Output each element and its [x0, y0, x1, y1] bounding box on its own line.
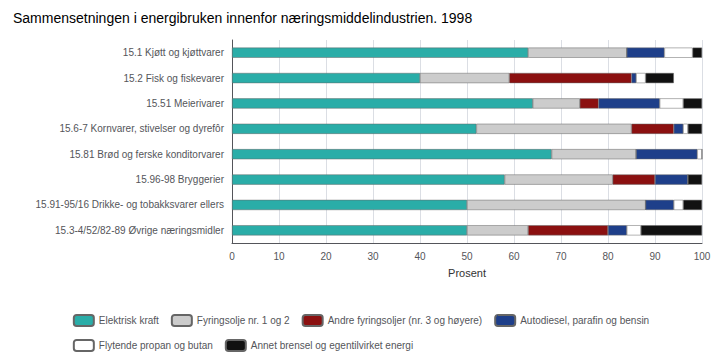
svg-text:Andre fyringsoljer (nr. 3 og h: Andre fyringsoljer (nr. 3 og høyere) — [328, 315, 483, 326]
svg-text:10: 10 — [273, 251, 285, 262]
svg-text:90: 90 — [649, 251, 661, 262]
svg-text:100: 100 — [694, 251, 711, 262]
svg-text:Fyringsolje nr. 1 og 2: Fyringsolje nr. 1 og 2 — [197, 315, 290, 326]
svg-text:15.51 Meierivarer: 15.51 Meierivarer — [146, 98, 224, 109]
svg-text:Flytende propan og butan: Flytende propan og butan — [99, 340, 213, 351]
svg-text:15.2 Fisk og fiskevarer: 15.2 Fisk og fiskevarer — [123, 73, 224, 84]
svg-text:15.1 Kjøtt og kjøttvarer: 15.1 Kjøtt og kjøttvarer — [123, 47, 225, 58]
svg-text:60: 60 — [508, 251, 520, 262]
svg-text:Autodiesel, parafin og bensin: Autodiesel, parafin og bensin — [520, 315, 649, 326]
svg-text:Sammensetningen i energibruken: Sammensetningen i energibruken innenfor … — [13, 10, 472, 26]
svg-text:15.96-98 Bryggerier: 15.96-98 Bryggerier — [136, 174, 225, 185]
svg-text:20: 20 — [320, 251, 332, 262]
svg-text:70: 70 — [555, 251, 567, 262]
svg-text:15.81 Brød og ferske konditorv: 15.81 Brød og ferske konditorvarer — [69, 149, 224, 160]
svg-text:0: 0 — [229, 251, 235, 262]
svg-text:Annet brensel og egentilvirket: Annet brensel og egentilvirket energi — [251, 340, 413, 351]
svg-text:50: 50 — [461, 251, 473, 262]
svg-text:15.6-7 Kornvarer, stivelser og: 15.6-7 Kornvarer, stivelser og dyrefôr — [59, 123, 224, 134]
svg-text:Elektrisk kraft: Elektrisk kraft — [99, 315, 159, 326]
svg-text:15.91-95/16 Drikke- og tobakks: 15.91-95/16 Drikke- og tobakksvarer elle… — [36, 199, 224, 210]
svg-text:15.3-4/52/82-89 Øvrige nærings: 15.3-4/52/82-89 Øvrige næringsmidler — [55, 225, 225, 236]
svg-text:40: 40 — [414, 251, 426, 262]
svg-text:Prosent: Prosent — [448, 267, 486, 279]
svg-text:80: 80 — [602, 251, 614, 262]
svg-text:30: 30 — [367, 251, 379, 262]
